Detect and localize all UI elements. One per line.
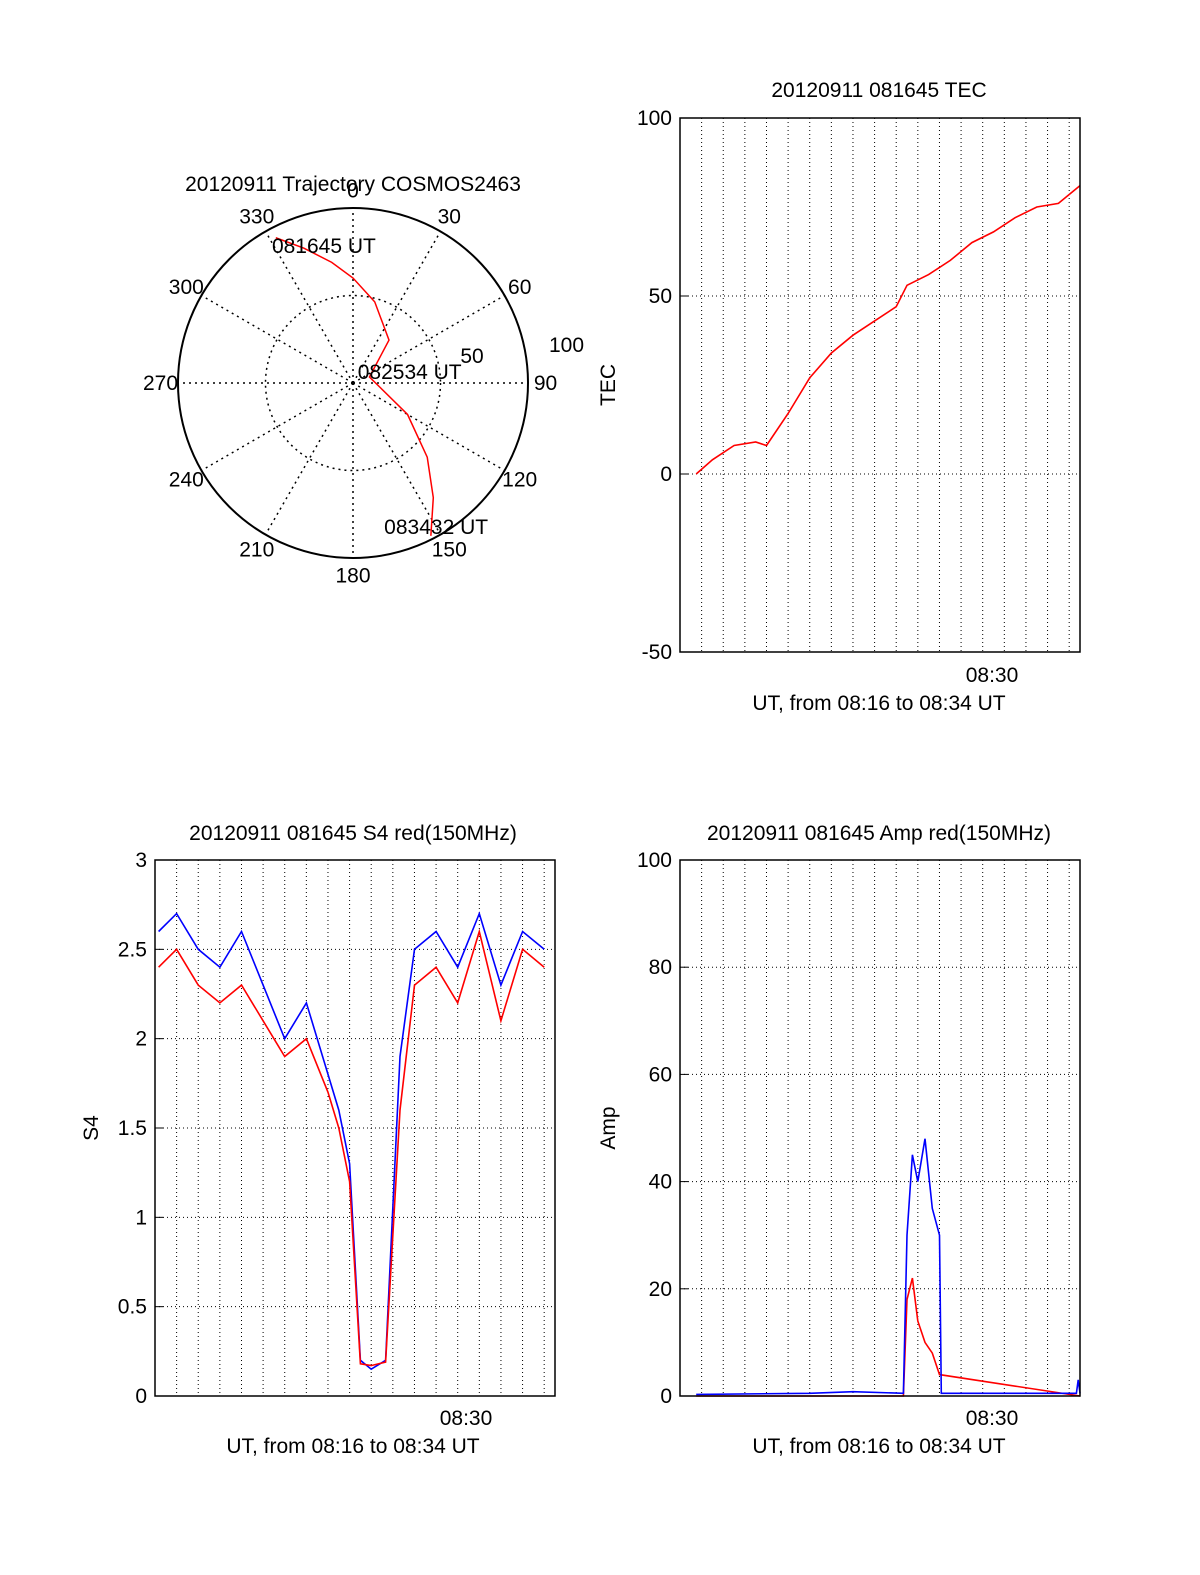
polar-inner-ring	[264, 294, 442, 472]
s4-y-tick-label: 0	[135, 1385, 147, 1408]
tec-y-tick-label: -50	[642, 641, 672, 664]
polar-trajectory-chart: 20120911 Trajectory COSMOS2463 0 30 60 90 12…	[143, 173, 584, 588]
amp-x-axis-label: UT, from 08:16 to 08:34 UT	[752, 1435, 1005, 1458]
polar-spoke	[352, 382, 442, 535]
polar-radial-label: 100	[549, 334, 584, 357]
amp-y-tick-label: 60	[649, 1063, 672, 1086]
amp-y-tick-label: 40	[649, 1171, 672, 1194]
polar-angle-label: 240	[169, 468, 204, 491]
polar-angle-label: 120	[502, 468, 537, 491]
tec-chart: 20120911 081645 TEC TEC UT, from 08:16 t…	[597, 79, 1081, 715]
s4-plot-frame	[154, 859, 556, 1397]
tec-y-axis-label: TEC	[597, 364, 620, 406]
s4-y-tick-label: 2	[135, 1028, 147, 1051]
amp-series-line-1	[696, 1277, 1081, 1397]
tec-series-line-1	[695, 184, 1081, 475]
polar-spoke	[264, 231, 354, 384]
amp-y-tick-label: 100	[637, 849, 672, 872]
polar-time-annotation: 083432 UT	[384, 516, 488, 539]
s4-y-tick-label: 3	[135, 849, 147, 872]
amp-y-tick-label: 0	[660, 1385, 672, 1408]
polar-angle-label: 270	[143, 372, 178, 395]
tec-y-tick-label: 50	[649, 285, 672, 308]
polar-angle-label: 300	[169, 276, 204, 299]
amp-y-axis-label: Amp	[597, 1106, 620, 1149]
polar-angle-label: 0	[347, 180, 359, 203]
polar-chart-title: 20120911 Trajectory COSMOS2463	[185, 173, 521, 196]
tec-x-tick-label: 08:30	[966, 664, 1019, 687]
amp-chart-title: 20120911 081645 Amp red(150MHz)	[707, 822, 1051, 845]
polar-radial-label: 50	[460, 345, 483, 368]
s4-chart-title: 20120911 081645 S4 red(150MHz)	[189, 822, 517, 845]
polar-angle-label: 330	[239, 205, 274, 228]
tec-y-tick-label: 0	[660, 463, 672, 486]
s4-y-axis-label: S4	[80, 1115, 103, 1141]
s4-chart: 20120911 081645 S4 red(150MHz) S4 UT, fr…	[80, 822, 556, 1458]
tec-y-tick-label: 100	[637, 107, 672, 130]
tec-chart-title: 20120911 081645 TEC	[771, 79, 986, 102]
polar-angle-label: 30	[438, 205, 461, 228]
tec-plot-frame	[679, 117, 1081, 653]
polar-angle-label: 150	[432, 539, 467, 562]
amp-series-line-2	[696, 1138, 1081, 1396]
tec-x-axis-label: UT, from 08:16 to 08:34 UT	[752, 692, 1005, 715]
s4-y-tick-label: 0.5	[118, 1296, 147, 1319]
s4-y-tick-label: 2.5	[118, 938, 147, 961]
amp-y-tick-label: 20	[649, 1278, 672, 1301]
polar-angle-label: 180	[335, 565, 370, 588]
polar-spoke	[352, 231, 442, 384]
polar-angle-label: 90	[534, 372, 557, 395]
s4-series-line-1	[158, 911, 545, 1371]
polar-spoke	[201, 382, 354, 472]
s4-x-axis-label: UT, from 08:16 to 08:34 UT	[226, 1435, 479, 1458]
polar-spoke	[352, 294, 505, 384]
amp-y-tick-label: 80	[649, 956, 672, 979]
polar-spoke	[201, 294, 354, 384]
s4-series-line-2	[158, 928, 545, 1367]
amp-x-tick-label: 08:30	[966, 1407, 1019, 1430]
polar-angle-label: 60	[508, 276, 531, 299]
s4-y-tick-label: 1.5	[118, 1117, 147, 1140]
polar-angle-label: 210	[239, 539, 274, 562]
amp-chart: 20120911 081645 Amp red(150MHz) Amp UT, …	[597, 822, 1081, 1458]
polar-trajectory-line	[275, 237, 435, 536]
polar-spoke	[352, 382, 505, 472]
polar-spoke	[264, 382, 354, 535]
s4-x-tick-label: 08:30	[440, 1407, 493, 1430]
amp-plot-frame	[679, 859, 1081, 1397]
s4-y-tick-label: 1	[135, 1206, 147, 1229]
polar-time-annotation: 081645 UT	[272, 235, 376, 258]
polar-time-annotation: 082534 UT	[358, 361, 462, 384]
